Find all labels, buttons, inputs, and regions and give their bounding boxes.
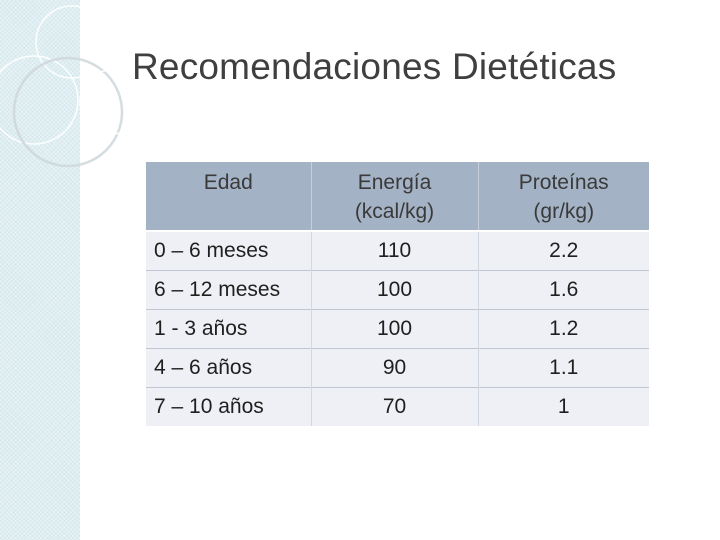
header-energy: Energía (kcal/kg) bbox=[311, 162, 479, 231]
table-header-row: Edad Energía (kcal/kg) Proteínas (gr/kg) bbox=[146, 162, 649, 231]
cell-protein: 2.2 bbox=[478, 230, 649, 271]
cell-energy: 70 bbox=[311, 387, 479, 426]
table-row: 6 – 12 meses 100 1.6 bbox=[146, 270, 649, 310]
table-row: 7 – 10 años 70 1 bbox=[146, 387, 649, 426]
table-row: 1 - 3 años 100 1.2 bbox=[146, 309, 649, 349]
decorative-circles bbox=[0, 5, 145, 168]
cell-energy: 110 bbox=[311, 230, 479, 271]
cell-age: 1 - 3 años bbox=[146, 309, 312, 349]
cell-age: 4 – 6 años bbox=[146, 348, 312, 388]
cell-energy: 100 bbox=[311, 309, 479, 349]
side-decoration-strip bbox=[0, 0, 80, 540]
cell-age: 0 – 6 meses bbox=[146, 230, 312, 271]
table-row: 0 – 6 meses 110 2.2 bbox=[146, 230, 649, 271]
cell-age: 7 – 10 años bbox=[146, 387, 312, 426]
cell-protein: 1.1 bbox=[478, 348, 649, 388]
header-protein: Proteínas (gr/kg) bbox=[478, 162, 649, 231]
cell-protein: 1 bbox=[478, 387, 649, 426]
table-row: 4 – 6 años 90 1.1 bbox=[146, 348, 649, 388]
cell-protein: 1.6 bbox=[478, 270, 649, 310]
cell-protein: 1.2 bbox=[478, 309, 649, 349]
header-age: Edad bbox=[146, 162, 312, 231]
cell-energy: 100 bbox=[311, 270, 479, 310]
diet-recommendations-table: Edad Energía (kcal/kg) Proteínas (gr/kg)… bbox=[146, 162, 649, 426]
cell-energy: 90 bbox=[311, 348, 479, 388]
slide-title: Recomendaciones Dietéticas bbox=[132, 46, 617, 87]
cell-age: 6 – 12 meses bbox=[146, 270, 312, 310]
